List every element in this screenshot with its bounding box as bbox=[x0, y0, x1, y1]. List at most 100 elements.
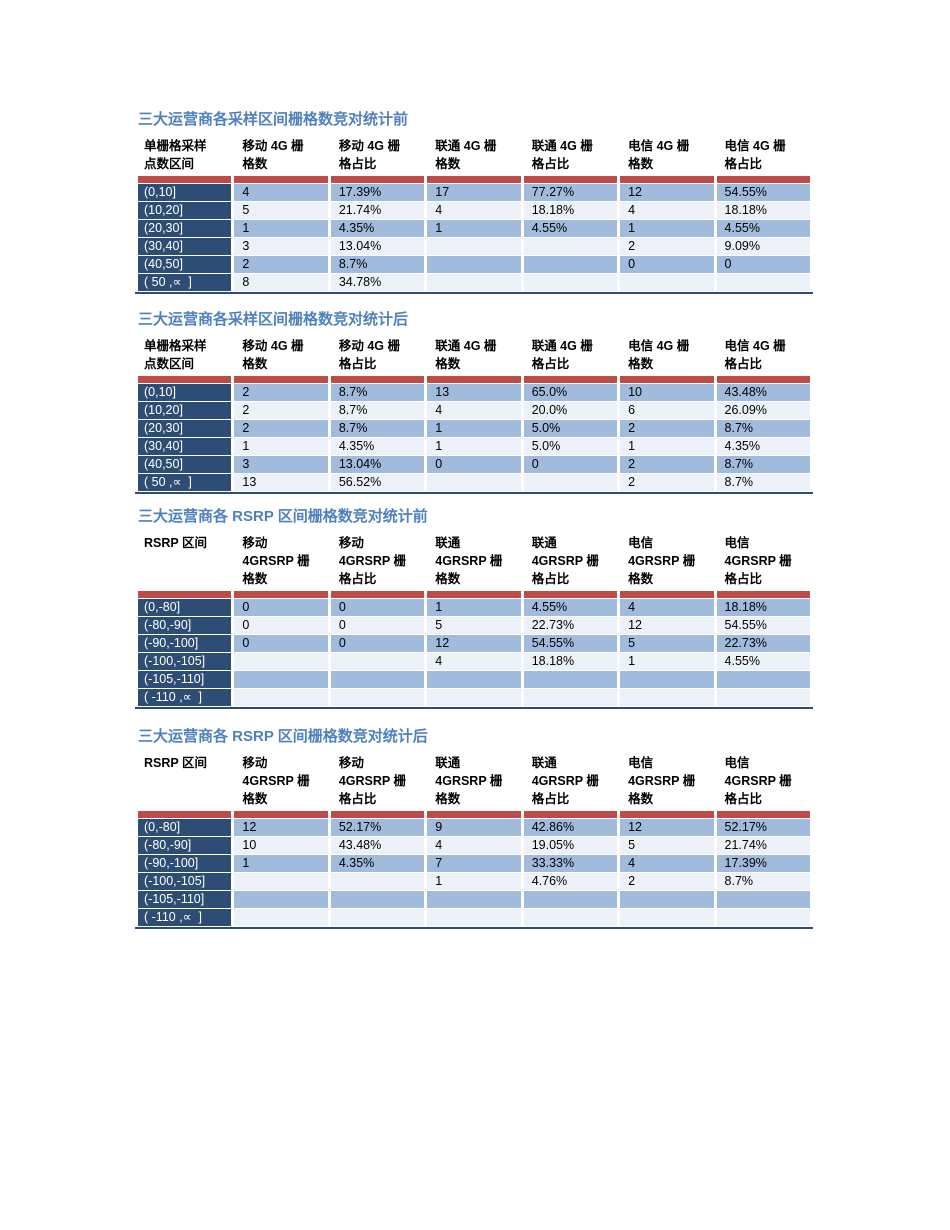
cell: 52.17% bbox=[330, 819, 425, 836]
header-accent-bar bbox=[138, 811, 810, 818]
cell: 9 bbox=[427, 819, 521, 836]
cell bbox=[427, 891, 521, 908]
table-row: (-100,-105] 1 4.76% 2 8.7% bbox=[138, 873, 810, 890]
cell: 6 bbox=[620, 402, 714, 419]
cell: 2 bbox=[234, 256, 328, 273]
row-label: (20,30] bbox=[138, 420, 232, 437]
cell bbox=[523, 238, 618, 255]
cell bbox=[234, 671, 328, 688]
table-row: (-105,-110] bbox=[138, 671, 810, 688]
row-label: (-90,-100] bbox=[138, 635, 232, 652]
cell: 1 bbox=[620, 653, 714, 670]
stat-table-body: (0,-80] 12 52.17% 9 42.86% 12 52.17% (-80,-90] 1… bbox=[138, 819, 810, 926]
cell: 1 bbox=[427, 220, 521, 237]
cell: 0 bbox=[523, 456, 618, 473]
cell: 4 bbox=[427, 653, 521, 670]
cell bbox=[330, 689, 425, 706]
cell: 4 bbox=[234, 184, 328, 201]
cell bbox=[523, 474, 618, 491]
row-label: (-80,-90] bbox=[138, 837, 232, 854]
cell bbox=[427, 689, 521, 706]
stat-table-body: (0,10] 4 17.39% 17 77.27% 12 54.55% (10,20] 5 21.… bbox=[138, 184, 810, 291]
cell bbox=[523, 909, 618, 926]
cell: 3 bbox=[234, 238, 328, 255]
cell: 65.0% bbox=[523, 384, 618, 401]
cell: 21.74% bbox=[716, 837, 810, 854]
accent-bar-segment bbox=[427, 176, 521, 183]
cell: 5.0% bbox=[523, 420, 618, 437]
cell: 8.7% bbox=[330, 384, 425, 401]
column-header: 移动 4G 栅 格数 bbox=[242, 339, 304, 371]
cell: 43.48% bbox=[330, 837, 425, 854]
cell: 13 bbox=[427, 384, 521, 401]
cell: 4.76% bbox=[523, 873, 618, 890]
column-header: 单栅格采样 点数区间 bbox=[144, 339, 207, 371]
cell: 1 bbox=[620, 438, 714, 455]
stat-table-block-3: 三大运营商各 RSRP 区间栅格数竞对统计前 RSRP 区间 移动 4GRSRP 栅… bbox=[135, 508, 813, 709]
cell: 4 bbox=[620, 855, 714, 872]
stat-table-head: RSRP 区间 移动 4GRSRP 栅 格数 移动 4GRSRP 栅 格占比 联通 4… bbox=[138, 753, 810, 818]
accent-bar-segment bbox=[620, 376, 714, 383]
accent-bar-segment bbox=[620, 591, 714, 598]
cell bbox=[523, 671, 618, 688]
cell: 12 bbox=[620, 617, 714, 634]
row-label: ( -110 ,∝ ] bbox=[138, 689, 232, 706]
table-row: (-105,-110] bbox=[138, 891, 810, 908]
table-title: 三大运营商各 RSRP 区间栅格数竞对统计后 bbox=[138, 728, 428, 745]
accent-bar-segment bbox=[620, 176, 714, 183]
cell: 0 bbox=[330, 617, 425, 634]
table-title: 三大运营商各 RSRP 区间栅格数竞对统计前 bbox=[138, 508, 428, 525]
cell: 8 bbox=[234, 274, 328, 291]
accent-bar-segment bbox=[427, 811, 521, 818]
cell bbox=[427, 474, 521, 491]
cell: 8.7% bbox=[330, 402, 425, 419]
row-label: (0,-80] bbox=[138, 599, 232, 616]
column-header: 电信 4G 栅 格数 bbox=[628, 139, 690, 171]
column-header: 移动 4GRSRP 栅 格占比 bbox=[338, 756, 406, 806]
cell: 0 bbox=[427, 456, 521, 473]
table-row: (40,50] 2 8.7% 0 0 bbox=[138, 256, 810, 273]
cell: 54.55% bbox=[716, 184, 810, 201]
row-label: (10,20] bbox=[138, 202, 232, 219]
column-header: 移动 4G 栅 格数 bbox=[242, 139, 304, 171]
cell: 10 bbox=[234, 837, 328, 854]
table-row: (-80,-90] 0 0 5 22.73% 12 54.55% bbox=[138, 617, 810, 634]
accent-bar-segment bbox=[523, 176, 618, 183]
table-row: (-80,-90] 10 43.48% 4 19.05% 5 21.74% bbox=[138, 837, 810, 854]
cell: 77.27% bbox=[523, 184, 618, 201]
row-label: (-80,-90] bbox=[138, 617, 232, 634]
cell: 22.73% bbox=[523, 617, 618, 634]
cell: 54.55% bbox=[716, 617, 810, 634]
table-row: ( -110 ,∝ ] bbox=[138, 689, 810, 706]
cell: 18.18% bbox=[716, 599, 810, 616]
table-row: (10,20] 5 21.74% 4 18.18% 4 18.18% bbox=[138, 202, 810, 219]
table-row: (40,50] 3 13.04% 0 0 2 8.7% bbox=[138, 456, 810, 473]
cell: 5 bbox=[427, 617, 521, 634]
cell: 42.86% bbox=[523, 819, 618, 836]
table-row: (0,-80] 12 52.17% 9 42.86% 12 52.17% bbox=[138, 819, 810, 836]
row-label: (0,-80] bbox=[138, 819, 232, 836]
cell: 7 bbox=[427, 855, 521, 872]
cell: 1 bbox=[427, 599, 521, 616]
cell: 1 bbox=[427, 438, 521, 455]
cell bbox=[620, 274, 714, 291]
cell bbox=[523, 689, 618, 706]
cell: 2 bbox=[620, 873, 714, 890]
table-row: (10,20] 2 8.7% 4 20.0% 6 26.09% bbox=[138, 402, 810, 419]
stat-table-block-1: 三大运营商各采样区间栅格数竞对统计前 单栅格采样 点数区间 移动 4G 栅 格数 移动… bbox=[135, 111, 813, 294]
cell bbox=[330, 909, 425, 926]
column-header: 移动 4GRSRP 栅 格数 bbox=[242, 756, 310, 806]
accent-bar-segment bbox=[427, 591, 521, 598]
column-header: 联通 4GRSRP 栅 格数 bbox=[435, 756, 503, 806]
accent-bar-segment bbox=[716, 376, 810, 383]
row-label: (20,30] bbox=[138, 220, 232, 237]
column-header: 电信 4G 栅 格数 bbox=[628, 339, 690, 371]
cell: 1 bbox=[234, 220, 328, 237]
cell: 4.35% bbox=[330, 855, 425, 872]
cell: 21.74% bbox=[330, 202, 425, 219]
row-label: (-105,-110] bbox=[138, 671, 232, 688]
table-row: (20,30] 1 4.35% 1 4.55% 1 4.55% bbox=[138, 220, 810, 237]
cell: 8.7% bbox=[330, 420, 425, 437]
cell: 34.78% bbox=[330, 274, 425, 291]
row-label: (-105,-110] bbox=[138, 891, 232, 908]
